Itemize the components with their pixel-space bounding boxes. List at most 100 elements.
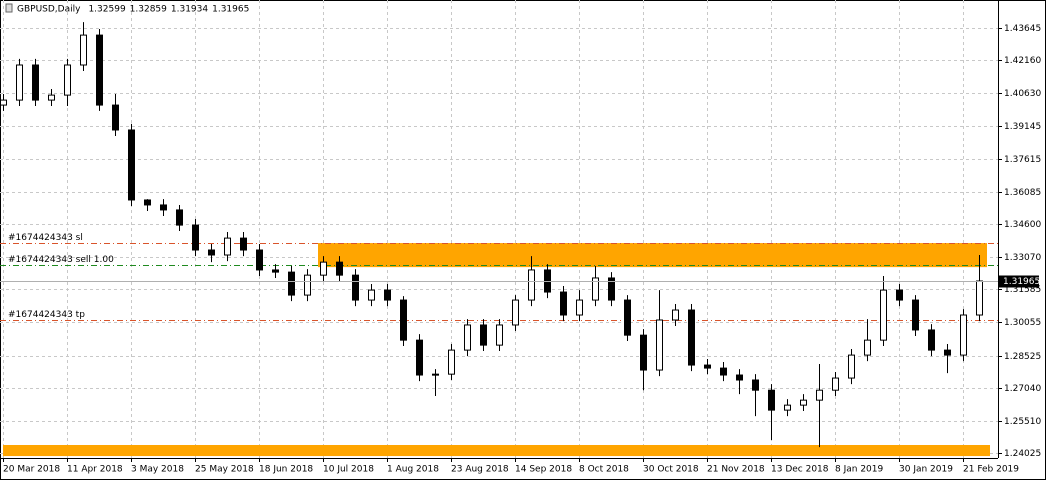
header: GBPUSD,Daily (5, 3, 81, 15)
candle-body (960, 314, 967, 356)
order-label: #1674424343 tp (8, 310, 85, 320)
candle-body (976, 280, 983, 316)
y-tick-label: 1.43645 (1004, 24, 1041, 34)
zone (3, 445, 990, 457)
candle-body (320, 261, 327, 276)
x-tick-label: 18 Jun 2018 (259, 465, 313, 475)
price-label: 1.31965 (1003, 277, 1040, 287)
candle-body (256, 249, 263, 271)
candle-body (656, 319, 663, 371)
x-tick-label: 23 Aug 2018 (451, 465, 509, 475)
x-tick-label: 1 Aug 2018 (387, 465, 439, 475)
symbol-icon (5, 3, 13, 13)
x-tick-label: 30 Jan 2019 (899, 465, 953, 475)
candle-body (512, 299, 519, 326)
candle-body (832, 377, 839, 391)
candle-body (784, 404, 791, 411)
candle-body (448, 349, 455, 375)
y-tick-label: 1.36085 (1004, 188, 1041, 198)
candle-body (768, 389, 775, 411)
zone (318, 243, 987, 268)
x-tick-label: 21 Feb 2019 (963, 465, 1019, 475)
x-tick-label: 8 Oct 2018 (579, 465, 629, 475)
candle-body (896, 289, 903, 301)
y-tick-label: 1.25510 (1004, 417, 1041, 427)
candle-body (848, 354, 855, 379)
order-label: #1674424343 sell 1.00 (8, 255, 114, 265)
candle-body (272, 269, 279, 273)
header-quote: 1.32599 (88, 5, 125, 15)
x-tick-label: 13 Dec 2018 (771, 465, 829, 475)
candle-body (800, 399, 807, 406)
candle-body (640, 334, 647, 371)
x-tick-label: 14 Sep 2018 (515, 465, 572, 475)
candle-body (592, 277, 599, 301)
candle-body (864, 339, 871, 356)
candle-body (384, 289, 391, 301)
candle-body (0, 99, 7, 106)
x-tick-label: 20 Mar 2018 (3, 465, 60, 475)
chart-title: GBPUSD,Daily (17, 5, 81, 15)
header-quote: 1.32859 (130, 5, 167, 15)
y-tick-label: 1.39145 (1004, 122, 1041, 132)
candle-body (128, 129, 135, 201)
candle-body (352, 274, 359, 301)
candle-body (416, 339, 423, 376)
y-tick-label: 1.31585 (1004, 285, 1041, 295)
candle-body (64, 64, 71, 96)
candle-body (720, 367, 727, 376)
candle-body (576, 299, 583, 316)
candle-body (944, 349, 951, 356)
candle-body (704, 364, 711, 369)
candle-body (288, 271, 295, 296)
candle-body (544, 269, 551, 293)
candle-body (816, 389, 823, 401)
x-tick-label: 3 May 2018 (131, 465, 184, 475)
candle-body (208, 249, 215, 256)
x-tick-label: 10 Jul 2018 (323, 465, 374, 475)
candle-body (304, 274, 311, 296)
candle-body (144, 199, 151, 206)
x-tick-label: 21 Nov 2018 (707, 465, 765, 475)
candle-body (528, 269, 535, 301)
candle-body (48, 94, 55, 101)
y-tick-label: 1.42160 (1004, 56, 1041, 66)
price-label-box (999, 275, 1039, 288)
candle-body (432, 373, 439, 376)
candle-body (80, 34, 87, 66)
candle-body (608, 277, 615, 301)
plot-area: #1674424343 sl #1674424343 sell 1.00 #1674… (0, 0, 998, 458)
candle-body (16, 64, 23, 101)
candle-body (400, 299, 407, 341)
candle-body (336, 261, 343, 276)
candle-body (112, 104, 119, 131)
candle-body (688, 309, 695, 366)
y-tick-label: 1.33070 (1004, 253, 1041, 263)
candle-body (192, 224, 199, 251)
candle-body (480, 324, 487, 346)
y-tick-label: 1.34600 (1004, 220, 1041, 230)
candle-body (464, 324, 471, 351)
candle-body (928, 329, 935, 351)
candle-body (624, 299, 631, 336)
x-tick-label: 30 Oct 2018 (643, 465, 699, 475)
y-tick-label: 1.24025 (1004, 449, 1041, 459)
header-quote: 1.31965 (212, 5, 249, 15)
candle-body (880, 289, 887, 341)
candle-body (240, 237, 247, 251)
candle-body (560, 291, 567, 316)
candle-body (368, 289, 375, 301)
header-quote: 1.31934 (171, 5, 208, 15)
order-label: #1674424343 sl (8, 233, 83, 243)
candle-body (96, 34, 103, 106)
candle-body (176, 209, 183, 226)
candle-body (912, 299, 919, 331)
y-tick-label: 1.27040 (1004, 384, 1041, 394)
y-tick-label: 1.28525 (1004, 352, 1041, 362)
candle-body (32, 64, 39, 101)
candle-body (224, 237, 231, 256)
x-tick-label: 25 May 2018 (195, 465, 254, 475)
